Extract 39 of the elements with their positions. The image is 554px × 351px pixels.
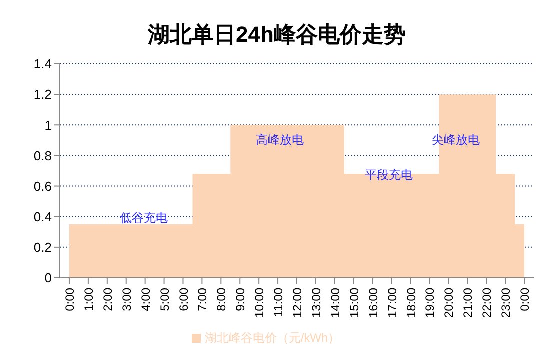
x-tick-label: 11:00: [272, 288, 286, 318]
annotation: 高峰放电: [256, 132, 304, 149]
y-tick-label: 0.6: [34, 178, 52, 194]
x-tick-label: 7:00: [196, 288, 210, 312]
x-tick-label: 9:00: [234, 288, 248, 312]
x-tick-label: 3:00: [120, 288, 134, 312]
x-tick-label: 6:00: [176, 288, 191, 312]
y-tick-label: 0.8: [34, 148, 52, 164]
x-tick-label: 22:00: [480, 288, 494, 318]
annotation: 平段充电: [365, 167, 413, 184]
x-tick-label: 10:00: [252, 288, 267, 318]
annotation: 低谷充电: [120, 210, 168, 227]
x-tick-label: 1:00: [82, 288, 96, 312]
x-tick-label: 18:00: [404, 288, 418, 318]
x-tick-label: 5:00: [158, 288, 172, 312]
x-tick-label: 23:00: [499, 288, 514, 318]
x-tick-label: 4:00: [138, 288, 153, 312]
x-tick-label: 15:00: [347, 288, 362, 318]
x-tick-label: 12:00: [290, 288, 305, 318]
chart-title: 湖北单日24h峰谷电价走势: [146, 21, 407, 49]
legend-label: 湖北峰谷电价（元/kWh）: [204, 331, 340, 345]
x-tick-label: 8:00: [214, 288, 229, 312]
x-tick-label: 16:00: [366, 288, 380, 318]
y-tick-label: 1: [44, 118, 52, 133]
x-tick-label: 13:00: [309, 288, 324, 318]
y-tick-label: 0.4: [34, 209, 52, 224]
y-tick-label: 1.2: [34, 87, 52, 102]
x-tick-label: 0:00: [518, 288, 532, 312]
y-tick-label: 0: [44, 270, 52, 286]
y-tick-label: 0.2: [34, 240, 52, 256]
annotation: 尖峰放电: [432, 132, 480, 149]
x-tick-label: 20:00: [442, 288, 456, 318]
x-tick-label: 2:00: [100, 288, 115, 312]
x-tick-label: 17:00: [385, 288, 400, 318]
x-tick-label: 14:00: [328, 288, 342, 318]
y-tick-label: 1.4: [34, 56, 52, 72]
x-tick-label: 0:00: [63, 288, 77, 312]
x-tick-label: 19:00: [423, 288, 438, 318]
x-tick-label: 21:00: [461, 288, 476, 318]
